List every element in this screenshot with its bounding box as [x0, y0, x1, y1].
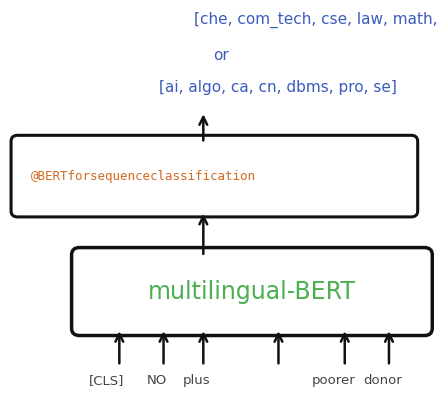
Text: [che, com_tech, cse, law, math, Physics]: [che, com_tech, cse, law, math, Physics] [194, 12, 442, 28]
Text: [ai, algo, ca, cn, dbms, pro, se]: [ai, algo, ca, cn, dbms, pro, se] [159, 80, 397, 95]
FancyBboxPatch shape [11, 135, 418, 217]
Text: or: or [213, 48, 229, 63]
Text: multilingual-BERT: multilingual-BERT [148, 279, 356, 304]
Text: NO: NO [147, 374, 167, 387]
Text: poorer: poorer [312, 374, 355, 387]
FancyBboxPatch shape [72, 248, 432, 336]
Text: @BERTforsequenceclassification: @BERTforsequenceclassification [31, 170, 256, 183]
Text: [CLS]: [CLS] [88, 374, 124, 387]
Text: plus: plus [183, 374, 210, 387]
Text: donor: donor [363, 374, 402, 387]
